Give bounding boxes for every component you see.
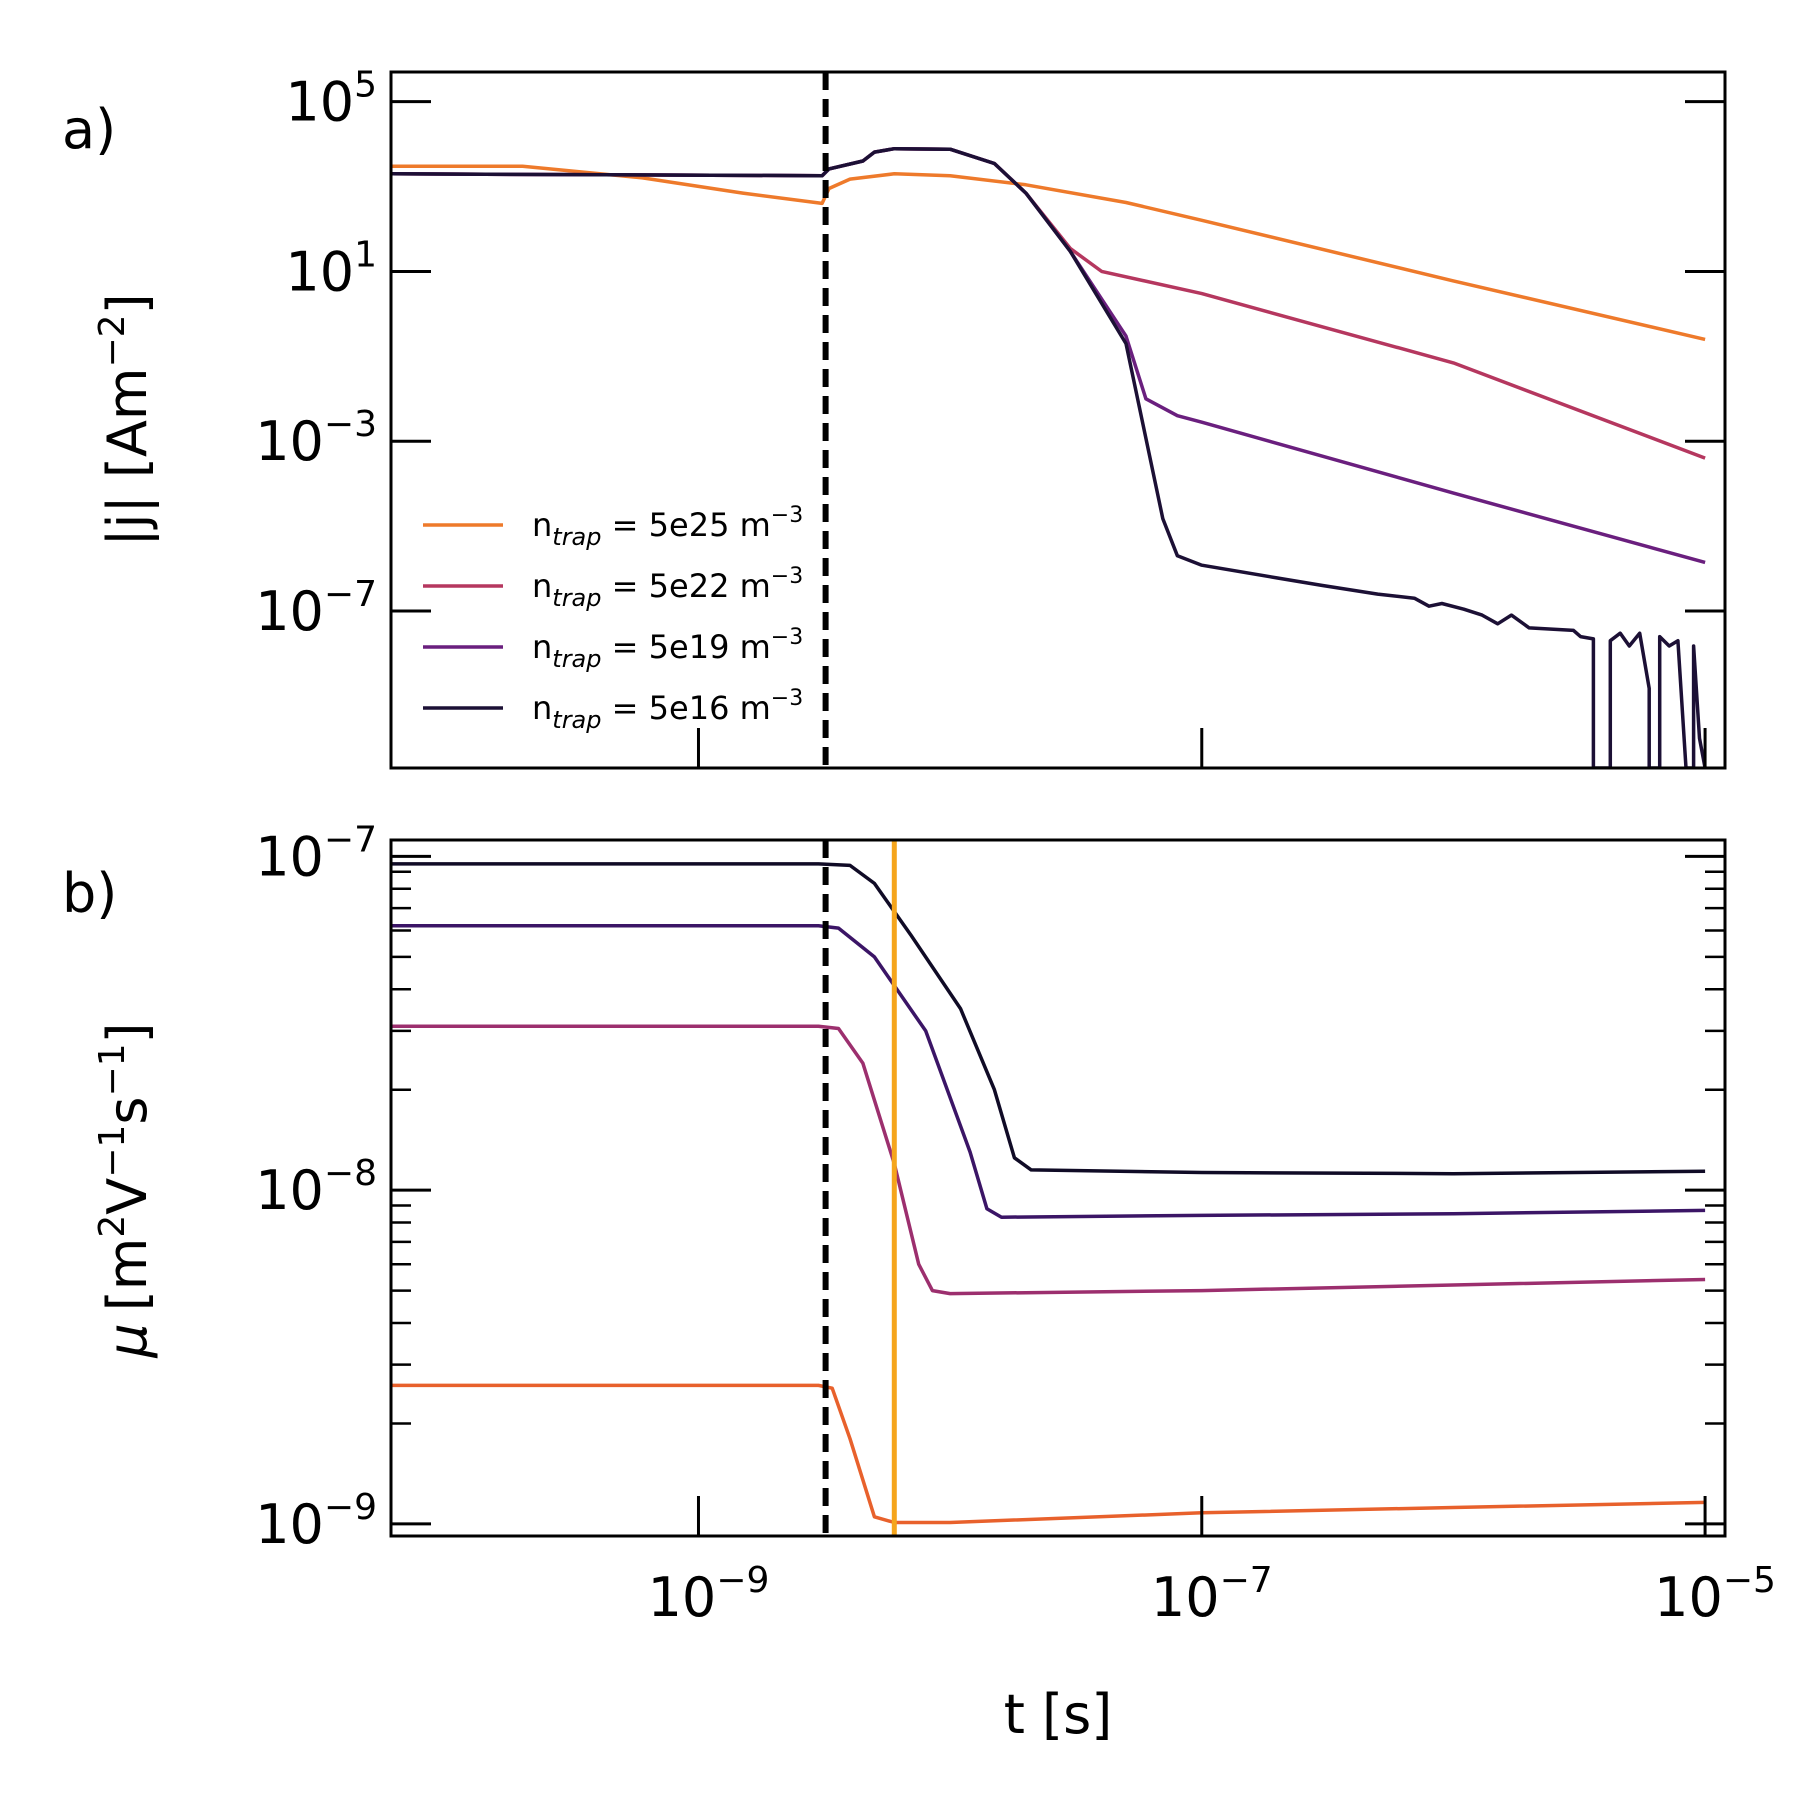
series-line-5e22 — [391, 1024, 1706, 1296]
legend-label-5e16: ntrap = 5e16 m−3 — [532, 686, 803, 734]
series-line-5e16 — [391, 146, 1707, 768]
legend-item-5e19: ntrap = 5e19 m−3 — [423, 625, 803, 673]
panel-a-ticks — [391, 100, 1725, 768]
panel-a-label: a) — [62, 98, 116, 161]
x-axis-label: t [s] — [1004, 1683, 1113, 1746]
panel-b-ticks — [391, 854, 1725, 1536]
series-line-5e19 — [391, 146, 1706, 565]
panel-a-ytick-labels: 105 101 10−3 10−7 — [255, 65, 377, 643]
x-tick-label: 10−7 — [1151, 1560, 1273, 1629]
y-tick-label: 105 — [285, 65, 377, 134]
series-line-5e25 — [391, 1383, 1706, 1525]
legend: ntrap = 5e25 m−3 ntrap = 5e22 m−3 ntrap … — [423, 503, 803, 734]
y-tick-label: 10−9 — [255, 1487, 377, 1556]
panel-b: 10−7 10−8 10−9 10−9 10−7 10−5 b) μ[m2V−1s−1]… — [62, 819, 1776, 1746]
panel-b-label: b) — [62, 862, 117, 925]
legend-label-5e25: ntrap = 5e25 m−3 — [532, 503, 803, 551]
legend-item-5e25: ntrap = 5e25 m−3 — [423, 503, 803, 551]
legend-item-5e16: ntrap = 5e16 m−3 — [423, 686, 803, 734]
panel-a-frame — [389, 70, 1727, 770]
series-line-5e16 — [391, 862, 1706, 1176]
panel-a-ylabel: |j| [Am−2] — [92, 293, 159, 546]
legend-label-5e22: ntrap = 5e22 m−3 — [532, 564, 803, 612]
panel-b-lines — [391, 862, 1706, 1525]
y-tick-label: 10−7 — [255, 819, 377, 888]
series-line-5e19 — [391, 923, 1706, 1219]
panel-b-ytick-labels: 10−7 10−8 10−9 — [255, 819, 377, 1555]
y-tick-label: 10−7 — [255, 574, 377, 643]
y-tick-label: 101 — [285, 234, 377, 303]
x-tick-label: 10−5 — [1654, 1560, 1776, 1629]
panel-a-lines — [391, 146, 1707, 768]
panel-a: 105 101 10−3 10−7 a) |j| [Am−2] ntrap = 5e2… — [62, 65, 1727, 770]
y-tick-label: 10−8 — [255, 1153, 377, 1222]
legend-item-5e22: ntrap = 5e22 m−3 — [423, 564, 803, 612]
series-line-5e22 — [391, 146, 1706, 460]
series-line-5e25 — [391, 164, 1706, 342]
panel-b-frame — [389, 838, 1727, 1538]
legend-label-5e19: ntrap = 5e19 m−3 — [532, 625, 803, 673]
panel-b-ylabel: μ[m2V−1s−1] — [92, 1022, 159, 1358]
panel-b-xtick-labels: 10−9 10−7 10−5 — [648, 1560, 1776, 1629]
x-tick-label: 10−9 — [648, 1560, 770, 1629]
y-tick-label: 10−3 — [255, 404, 377, 473]
panel-b-vlines — [822, 840, 897, 1536]
